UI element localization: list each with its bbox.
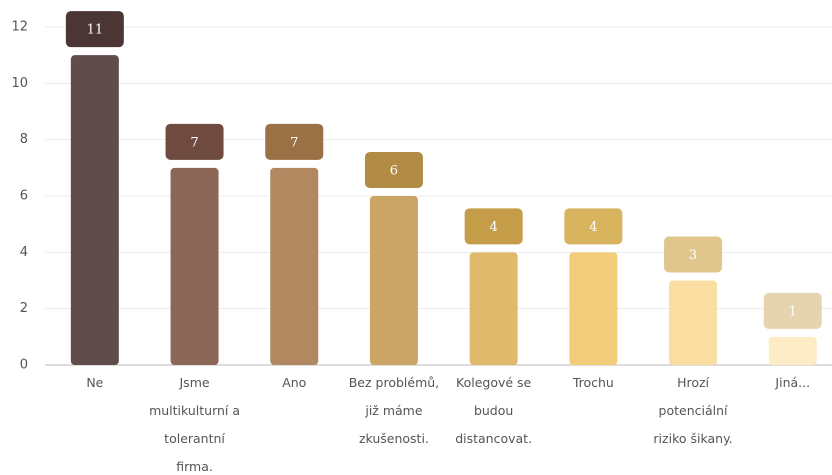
- bar: [70, 55, 119, 366]
- value-label: 7: [290, 135, 298, 150]
- value-label: 4: [490, 220, 498, 235]
- value-badge: [464, 208, 523, 245]
- x-tick-label-box: Kolegové se budou distancovat.: [455, 375, 533, 446]
- x-tick-label: Bez problémů, již máme zkušenosti.: [348, 375, 440, 446]
- value-badge: [763, 292, 822, 329]
- x-tick-label-box: Hrozí potenciální riziko šikany.: [653, 375, 733, 446]
- value-badge: [364, 152, 423, 188]
- x-tick-label: Trochu: [572, 375, 614, 390]
- bar: [768, 336, 817, 365]
- y-tick-label: 2: [20, 301, 28, 316]
- bar: [469, 252, 518, 365]
- value-label: 6: [390, 164, 398, 179]
- y-tick-label: 10: [11, 76, 28, 91]
- x-tick-label-box: Trochu: [572, 375, 614, 390]
- value-badge: [265, 123, 324, 160]
- y-tick-label: 12: [11, 20, 28, 35]
- value-badge: [65, 11, 124, 48]
- x-tick-label: Ano: [282, 375, 307, 390]
- x-tick-label: Jsme multikulturní a tolerantní firma.: [149, 375, 241, 474]
- value-label: 11: [87, 23, 104, 38]
- value-label: 7: [190, 135, 198, 150]
- bar: [270, 167, 319, 365]
- y-tick-label: 8: [20, 132, 28, 147]
- y-tick-label: 6: [20, 189, 28, 204]
- bar: [569, 252, 618, 365]
- value-badge: [664, 236, 723, 273]
- x-tick-label-box: Ne: [86, 375, 104, 390]
- x-tick-label: Jiná...: [775, 375, 811, 390]
- x-tick-label: Ne: [86, 375, 104, 390]
- bar: [170, 167, 219, 365]
- x-tick-label-box: Jsme multikulturní a tolerantní firma.: [149, 375, 241, 474]
- y-tick-label: 4: [20, 245, 28, 260]
- x-tick-label: Hrozí potenciální riziko šikany.: [653, 375, 733, 446]
- bar: [369, 196, 418, 365]
- value-badge: [564, 208, 623, 245]
- bar: [669, 280, 718, 365]
- value-label: 4: [589, 220, 597, 235]
- value-label: 1: [789, 304, 797, 319]
- x-tick-label-box: Bez problémů, již máme zkušenosti.: [348, 375, 440, 446]
- value-badge: [165, 123, 224, 160]
- x-tick-label-box: Ano: [282, 375, 307, 390]
- value-label: 3: [689, 248, 697, 263]
- x-tick-label: Kolegové se budou distancovat.: [455, 375, 533, 446]
- x-tick-label-box: Jiná...: [775, 375, 811, 390]
- y-tick-label: 0: [20, 358, 28, 373]
